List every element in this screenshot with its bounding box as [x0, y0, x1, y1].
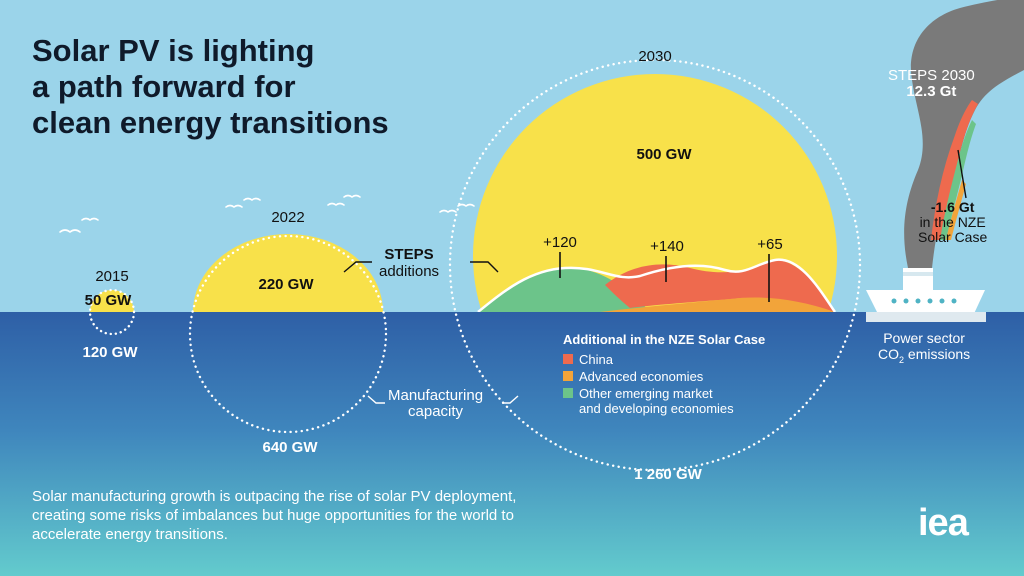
steps-outline-2030	[477, 258, 837, 312]
co2-prefix: CO	[878, 346, 899, 362]
legend-label-advanced: Advanced economies	[579, 369, 704, 384]
sea	[0, 312, 1024, 576]
area-china	[605, 259, 835, 312]
power-plant-ship-icon	[866, 268, 986, 322]
addition-advanced-label: +65	[757, 236, 783, 253]
manufacturing-circle-2022	[188, 234, 388, 434]
co2-suffix: emissions	[904, 346, 971, 362]
emissions-reduction-band	[931, 100, 978, 240]
power-sector-line-1: Power sector	[883, 330, 965, 346]
deployment-2022-value: 220 GW	[258, 276, 314, 293]
manufacturing-circle-2030	[448, 58, 862, 472]
reduction-line-3: Solar Case	[918, 229, 988, 245]
year-2022-label: 2022	[271, 209, 305, 226]
reduction-label: -1.6 Gt in the NZE Solar Case	[918, 200, 987, 245]
steps-emissions-value: 12.3 Gt	[906, 83, 957, 100]
seagull-icons	[59, 194, 527, 234]
steps-connector-right	[470, 261, 499, 273]
manufacturing-2030-value: 1 260 GW	[634, 466, 702, 483]
mfg-connector-right	[502, 395, 519, 404]
power-sector-label: Power sector CO2 emissions	[878, 330, 970, 368]
area-other-emerging	[478, 267, 650, 312]
deployment-2015-value: 50 GW	[84, 292, 132, 309]
legend-label-china: China	[579, 352, 613, 367]
steps-connector-left	[343, 261, 372, 273]
sun-2015	[90, 290, 134, 312]
year-2015-label: 2015	[95, 268, 129, 285]
legend-label-other: Other emerging market and developing eco…	[579, 386, 734, 416]
steps-title: STEPS	[384, 246, 434, 263]
title-line-3: clean energy transitions	[32, 105, 389, 140]
mfg-line-2: capacity	[408, 403, 464, 420]
co2-subscript: 2	[899, 354, 905, 365]
steps-emissions-label: STEPS 2030 12.3 Gt	[888, 68, 975, 100]
mfg-line-1: Manufacturing	[388, 387, 484, 404]
legend-item-advanced: Advanced economies	[563, 369, 765, 384]
power-sector-line-2: CO2 emissions	[878, 346, 970, 368]
legend-item-china: China	[563, 352, 765, 367]
deployment-2030-value: 500 GW	[636, 146, 692, 163]
legend-swatch-china	[563, 354, 573, 364]
page-title: Solar PV is lighting a path forward for …	[32, 33, 389, 141]
title-line-2: a path forward for	[32, 69, 296, 104]
manufacturing-2022-value: 640 GW	[262, 439, 318, 456]
title-line-1: Solar PV is lighting	[32, 33, 315, 68]
steps-emissions-line-1: STEPS 2030	[888, 67, 975, 84]
emissions-reduction-band-green	[940, 120, 976, 240]
legend-title: Additional in the NZE Solar Case	[563, 332, 766, 347]
legend-swatch-advanced	[563, 371, 573, 381]
addition-china-label: +140	[650, 238, 684, 255]
manufacturing-circle-2015	[88, 288, 136, 336]
reduction-pointer	[957, 149, 967, 199]
legend-swatch-other	[563, 388, 573, 398]
area-advanced	[600, 296, 835, 312]
footer-text: Solar manufacturing growth is outpacing …	[32, 488, 517, 543]
steps-additions-label: STEPS additions	[379, 246, 439, 280]
iea-logo[interactable]: iea	[918, 502, 969, 544]
mfg-connector-left	[367, 395, 385, 404]
reduction-line-2: in the NZE	[919, 214, 986, 230]
steps-subtitle: additions	[379, 263, 440, 280]
addition-other-label: +120	[543, 234, 577, 251]
manufacturing-capacity-label: Manufacturing capacity	[388, 388, 483, 420]
sun-2022	[193, 234, 383, 312]
legend-item-other: Other emerging market and developing eco…	[563, 386, 765, 416]
manufacturing-2015-value: 120 GW	[82, 344, 138, 361]
emissions-reduction-band-orange	[946, 180, 966, 240]
reduction-value: -1.6 Gt	[930, 199, 975, 215]
year-2030-label: 2030	[638, 48, 672, 65]
sun-2030	[473, 74, 837, 312]
legend: Additional in the NZE Solar Case China A…	[563, 332, 765, 418]
